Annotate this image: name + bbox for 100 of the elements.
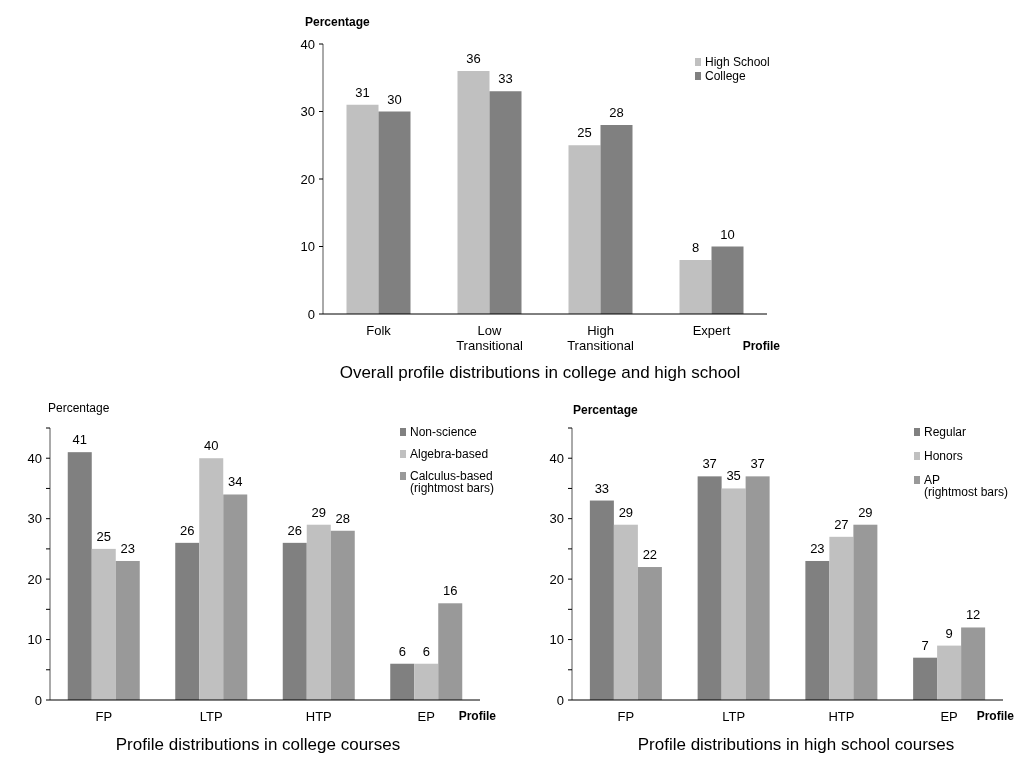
data-label: 26 — [287, 522, 302, 538]
bar — [330, 530, 355, 700]
bar — [961, 627, 986, 700]
bar — [697, 476, 722, 700]
data-label: 9 — [945, 625, 953, 641]
bar — [378, 111, 411, 314]
x-tick-label: EP — [417, 708, 435, 724]
legend-label: Regular — [924, 425, 967, 440]
y-tick-label: 20 — [27, 571, 42, 587]
data-label: 31 — [355, 84, 370, 100]
y-tick-label: 10 — [549, 632, 564, 648]
bar — [711, 246, 744, 314]
y-tick-label: 0 — [34, 692, 42, 708]
data-label: 26 — [180, 522, 195, 538]
x-axis-title: Profile — [976, 709, 1015, 724]
x-axis-title: Profile — [458, 709, 497, 724]
bar — [282, 542, 307, 700]
bar — [637, 567, 662, 700]
bar — [67, 452, 92, 700]
y-tick-label: 10 — [300, 239, 315, 255]
y-axis-title: Percentage — [305, 15, 371, 29]
y-axis-title: Percentage — [573, 403, 639, 417]
y-tick-label: 10 — [27, 632, 42, 648]
data-label: 6 — [398, 643, 406, 659]
x-tick-label: HTP — [828, 708, 855, 724]
y-tick-label: 0 — [556, 692, 564, 708]
data-label: 25 — [577, 125, 592, 141]
bar — [829, 536, 854, 700]
bar — [91, 548, 116, 700]
y-tick-label: 20 — [549, 571, 564, 587]
data-label: 28 — [609, 105, 624, 120]
y-axis-title: Percentage — [48, 401, 110, 415]
legend-label: Calculus-based (rightmost bars) — [410, 469, 495, 496]
x-tick-label: Low Transitional — [456, 322, 523, 353]
data-label: 12 — [965, 607, 981, 623]
legend-label: High School — [705, 55, 770, 70]
x-tick-label: HTP — [305, 708, 332, 724]
legend-label: AP (rightmost bars) — [924, 473, 1009, 500]
y-tick-label: 30 — [549, 511, 564, 527]
bar — [438, 603, 463, 700]
bar — [679, 260, 712, 314]
data-label: 23 — [120, 540, 135, 556]
bar — [223, 494, 248, 700]
bar — [613, 524, 638, 700]
bar — [346, 104, 379, 314]
bar — [414, 663, 439, 700]
y-tick-label: 30 — [300, 104, 315, 120]
legend-label: Non-science — [410, 425, 478, 440]
data-label: 8 — [691, 240, 700, 255]
bar — [937, 645, 962, 700]
legend-label: Honors — [924, 449, 963, 464]
y-tick-label: 20 — [300, 171, 315, 187]
x-tick-label: FP — [617, 708, 635, 724]
data-label: 41 — [72, 432, 87, 448]
data-label: 25 — [96, 528, 111, 544]
data-label: 16 — [443, 583, 458, 599]
data-label: 34 — [228, 474, 243, 490]
data-label: 7 — [921, 637, 929, 653]
bar — [115, 560, 140, 700]
data-label: 33 — [594, 480, 610, 496]
y-tick-label: 0 — [307, 306, 315, 322]
legend-label: Algebra-based — [410, 447, 489, 462]
text: Profile distributions in high school courses — [637, 735, 955, 754]
data-label: 30 — [387, 91, 402, 107]
data-label: 27 — [834, 516, 849, 532]
data-label: 40 — [204, 438, 219, 454]
x-tick-label: Folk — [366, 322, 392, 338]
bar — [745, 476, 770, 700]
data-label: 10 — [720, 226, 735, 242]
legend-label: College — [705, 69, 747, 84]
x-tick-label: High Transitional — [567, 322, 634, 353]
bar — [175, 542, 200, 700]
bar — [589, 500, 614, 700]
data-label: 35 — [726, 468, 741, 484]
x-axis-title: Profile — [742, 339, 781, 354]
y-tick-label: 40 — [300, 36, 315, 52]
data-label: 36 — [466, 51, 481, 66]
data-label: 37 — [702, 456, 717, 472]
data-label: 22 — [642, 547, 658, 563]
bar — [853, 524, 878, 700]
x-tick-label: LTP — [722, 708, 746, 724]
bar — [721, 488, 746, 700]
bar — [805, 560, 830, 700]
bar — [390, 663, 415, 700]
data-label: 28 — [335, 510, 350, 526]
y-tick-label: 40 — [27, 450, 42, 466]
x-tick-label: Expert — [692, 322, 731, 338]
y-tick-label: 40 — [549, 450, 564, 466]
x-tick-label: EP — [940, 708, 958, 724]
data-label: 29 — [858, 504, 873, 520]
data-label: 37 — [750, 456, 765, 472]
text: Profile distributions in college courses — [115, 735, 401, 754]
data-label: 6 — [422, 643, 430, 659]
data-label: 33 — [498, 71, 513, 87]
bar — [457, 71, 490, 314]
text: Overall profile distributions in college and high school — [339, 363, 741, 382]
x-tick-label: FP — [95, 708, 113, 724]
bar — [199, 458, 224, 700]
bar — [600, 125, 633, 314]
y-tick-label: 30 — [27, 511, 42, 527]
